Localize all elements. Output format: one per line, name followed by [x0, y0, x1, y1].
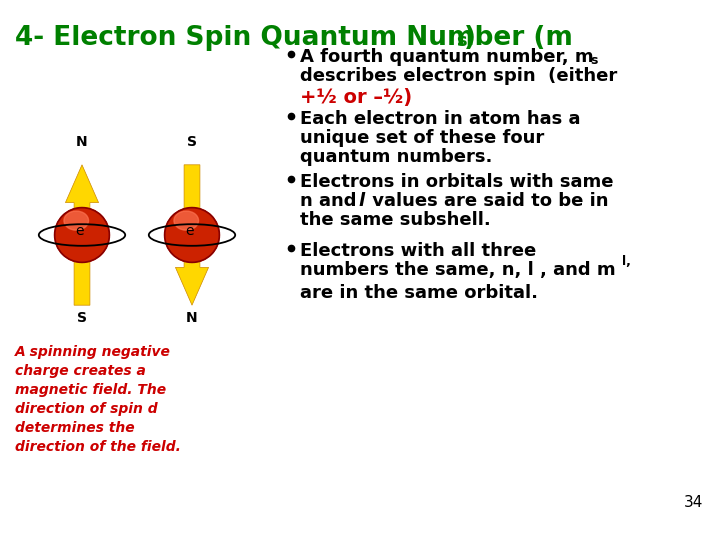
Text: Each electron in atom has a: Each electron in atom has a	[300, 110, 580, 128]
Ellipse shape	[55, 208, 109, 262]
Text: e: e	[76, 224, 84, 238]
Text: 34: 34	[683, 495, 703, 510]
Text: S: S	[77, 310, 87, 325]
Text: Electrons with all three: Electrons with all three	[300, 242, 536, 260]
Text: numbers the same, n, l , and m: numbers the same, n, l , and m	[300, 261, 616, 279]
Text: 4- Electron Spin Quantum Number (m: 4- Electron Spin Quantum Number (m	[15, 25, 573, 51]
Text: −: −	[194, 220, 204, 230]
Text: the same subshell.: the same subshell.	[300, 211, 491, 229]
Text: e: e	[186, 224, 194, 238]
Text: n and: n and	[300, 192, 363, 210]
Text: +½ or –½): +½ or –½)	[300, 88, 412, 107]
Text: are in the same orbital.: are in the same orbital.	[300, 284, 538, 302]
Ellipse shape	[174, 211, 199, 230]
Text: S: S	[187, 134, 197, 149]
Text: N: N	[76, 134, 88, 149]
Text: A spinning negative
charge creates a
magnetic field. The
direction of spin d
det: A spinning negative charge creates a mag…	[15, 345, 181, 454]
Text: s: s	[590, 54, 598, 67]
Text: l: l	[358, 192, 364, 210]
Ellipse shape	[64, 211, 89, 230]
Text: Electrons in orbitals with same: Electrons in orbitals with same	[300, 173, 613, 191]
Text: unique set of these four: unique set of these four	[300, 129, 544, 147]
Text: describes electron spin  (either: describes electron spin (either	[300, 67, 617, 85]
Ellipse shape	[165, 208, 220, 262]
Text: N: N	[186, 310, 198, 325]
Text: ): )	[464, 25, 476, 51]
FancyArrow shape	[176, 165, 209, 305]
FancyArrow shape	[66, 165, 99, 305]
Text: −: −	[84, 220, 94, 230]
Text: A fourth quantum number, m: A fourth quantum number, m	[300, 48, 593, 66]
Text: quantum numbers.: quantum numbers.	[300, 148, 492, 166]
Text: values are said to be in: values are said to be in	[366, 192, 608, 210]
Text: l,: l,	[622, 255, 631, 268]
Text: s: s	[456, 32, 467, 50]
